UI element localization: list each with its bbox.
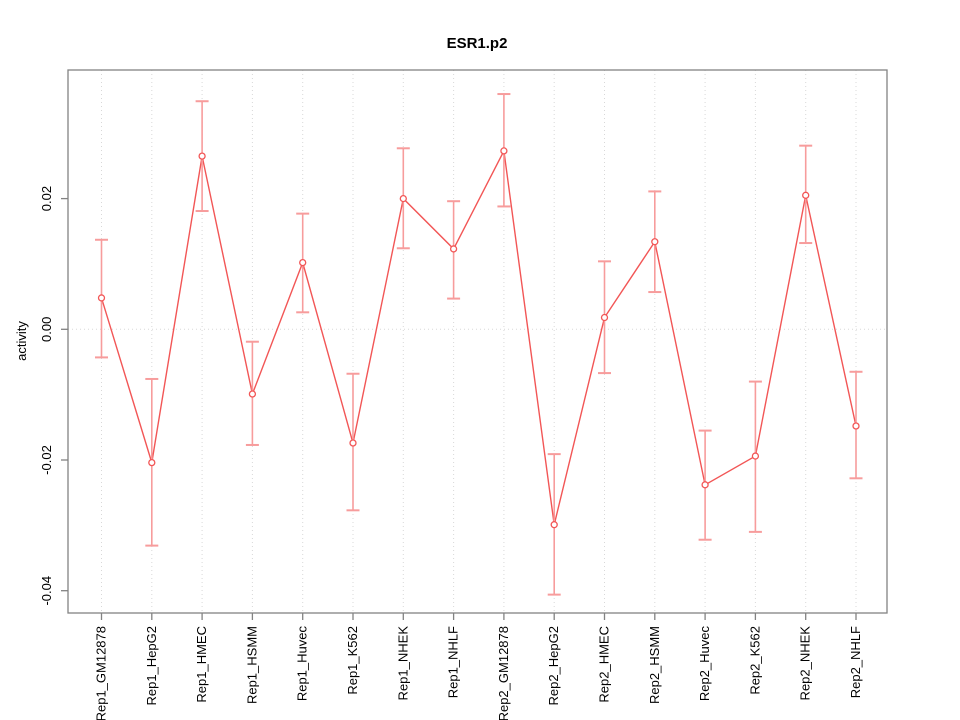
data-point bbox=[600, 313, 609, 322]
x-tick-label: Rep2_HMEC bbox=[597, 626, 612, 703]
chart-title: ESR1.p2 bbox=[447, 35, 508, 52]
x-tick-label: Rep1_HSMM bbox=[244, 626, 259, 704]
x-tick-label: Rep2_HepG2 bbox=[546, 626, 561, 706]
data-point bbox=[550, 521, 558, 529]
x-tick-label: Rep1_K562 bbox=[345, 626, 360, 695]
plot-frame bbox=[67, 69, 888, 614]
data-point bbox=[399, 194, 407, 203]
data-point bbox=[198, 152, 206, 160]
x-tick-label: Rep1_GM12878 bbox=[94, 626, 109, 720]
x-tick-label: Rep2_NHLF bbox=[848, 626, 863, 698]
data-point bbox=[349, 439, 357, 447]
data-point bbox=[751, 452, 760, 460]
data-point bbox=[701, 481, 709, 489]
x-tick-label: Rep1_NHEK bbox=[395, 626, 410, 701]
y-tick-label: -0.04 bbox=[39, 576, 54, 606]
data-point bbox=[802, 191, 810, 199]
data-point bbox=[148, 458, 156, 467]
x-tick-label: Rep1_Huvec bbox=[295, 626, 310, 702]
x-tick-label: Rep1_HMEC bbox=[194, 626, 209, 703]
data-point bbox=[500, 147, 508, 155]
data-point bbox=[97, 294, 106, 302]
data-point bbox=[651, 238, 659, 246]
x-tick-label: Rep1_HepG2 bbox=[144, 626, 159, 706]
grid-layer bbox=[68, 70, 887, 613]
x-tick-label: Rep1_NHLF bbox=[446, 626, 461, 698]
x-tick-label: Rep2_GM12878 bbox=[496, 626, 511, 720]
data-point bbox=[449, 245, 458, 253]
data-point bbox=[852, 422, 860, 430]
series-layer bbox=[95, 93, 863, 596]
data-point bbox=[299, 258, 307, 267]
x-tick-label: Rep2_NHEK bbox=[798, 626, 813, 701]
y-axis-label: activity bbox=[14, 321, 29, 361]
x-tick-label: Rep2_Huvec bbox=[697, 626, 712, 702]
axis-layer: -0.04 -0.02 0.00 0.02 Rep1_GM12878 Rep1_HepG2… bbox=[39, 69, 888, 720]
x-tick-label: Rep2_HSMM bbox=[647, 626, 662, 704]
y-tick-label: 0.00 bbox=[39, 317, 54, 342]
series-line bbox=[100, 148, 857, 525]
x-tick-label: Rep2_K562 bbox=[747, 626, 762, 695]
data-point bbox=[248, 390, 257, 398]
y-tick-label: -0.02 bbox=[39, 445, 54, 475]
y-tick-label: 0.02 bbox=[39, 186, 54, 211]
